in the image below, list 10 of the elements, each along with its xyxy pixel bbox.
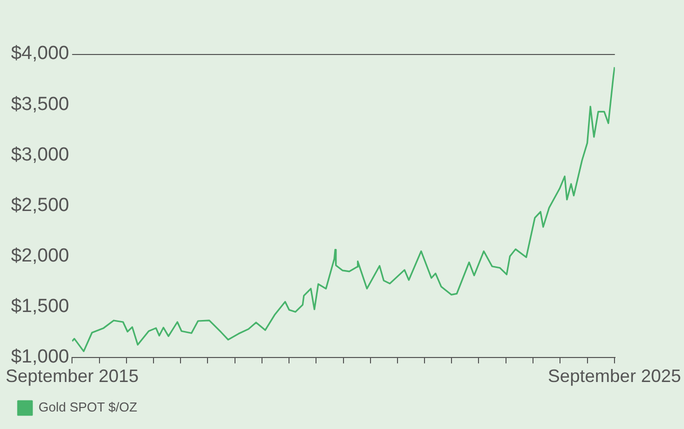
y-tick-label: $3,000 xyxy=(10,144,70,166)
y-tick-label: $2,000 xyxy=(10,246,70,266)
y-tick-label: $2,500 xyxy=(10,194,70,216)
x-tick-label: September 2025 xyxy=(548,366,681,386)
y-tick-label: $3,500 xyxy=(10,94,70,115)
y-tick-label: $1,500 xyxy=(10,296,70,318)
y-tick-label: $1,000 xyxy=(10,346,70,368)
x-tick-label: September 2015 xyxy=(6,366,139,386)
y-tick-label: $4,000 xyxy=(10,43,70,64)
legend-label: Gold SPOT $/OZ xyxy=(38,400,138,415)
